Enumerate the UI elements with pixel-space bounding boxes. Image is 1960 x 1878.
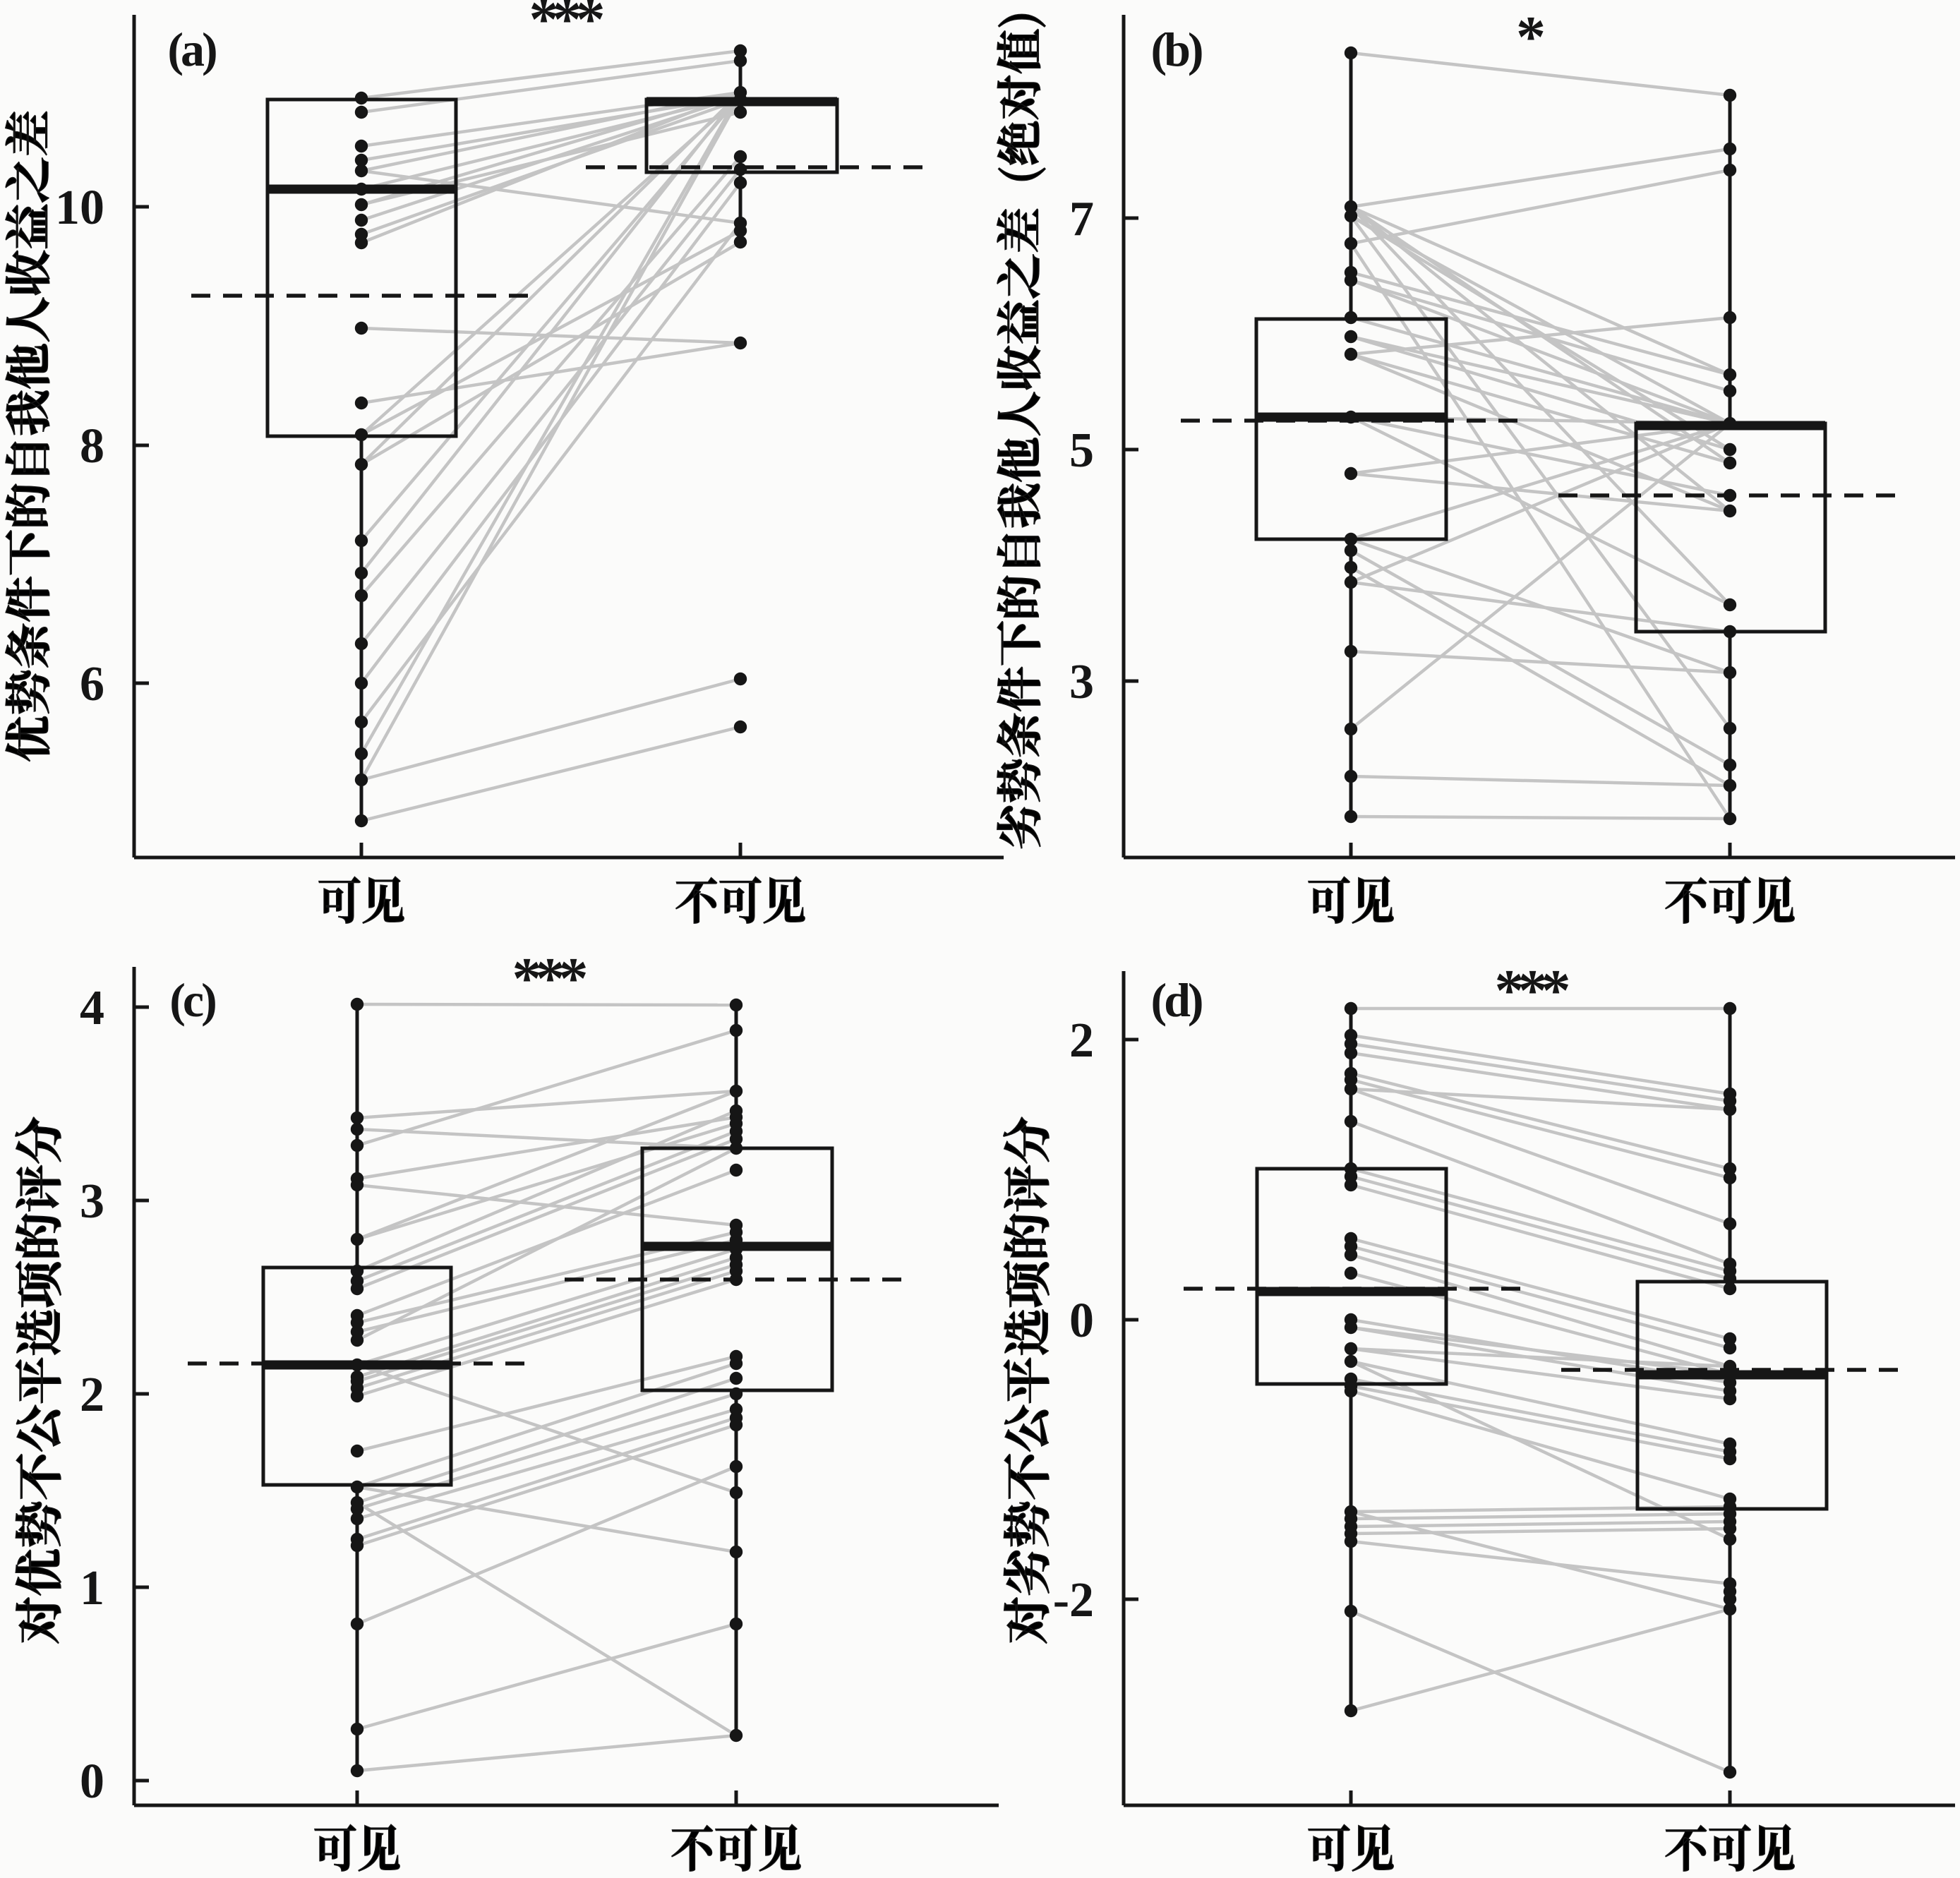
svg-text:***: *** bbox=[529, 0, 603, 52]
svg-text:3: 3 bbox=[1069, 655, 1094, 709]
svg-text:5: 5 bbox=[1069, 423, 1094, 478]
svg-text:2: 2 bbox=[80, 1368, 104, 1422]
svg-text:10: 10 bbox=[55, 181, 104, 235]
svg-text:4: 4 bbox=[80, 981, 104, 1035]
svg-text:0: 0 bbox=[80, 1754, 104, 1809]
svg-text:8: 8 bbox=[80, 419, 104, 474]
svg-text:(b): (b) bbox=[1150, 23, 1201, 76]
svg-text:1: 1 bbox=[80, 1561, 104, 1615]
svg-text:***: *** bbox=[512, 946, 587, 1011]
svg-text:(a): (a) bbox=[167, 23, 216, 76]
svg-text:*: * bbox=[1516, 4, 1546, 70]
svg-text:(d): (d) bbox=[1150, 973, 1201, 1027]
svg-text:2: 2 bbox=[1069, 1013, 1094, 1068]
svg-text:0: 0 bbox=[1069, 1294, 1094, 1348]
svg-text:-2: -2 bbox=[1053, 1573, 1094, 1627]
svg-text:***: *** bbox=[1495, 958, 1569, 1023]
svg-text:3: 3 bbox=[80, 1174, 104, 1229]
svg-text:(c): (c) bbox=[169, 973, 215, 1027]
svg-text:6: 6 bbox=[80, 657, 104, 711]
svg-text:7: 7 bbox=[1069, 192, 1094, 246]
